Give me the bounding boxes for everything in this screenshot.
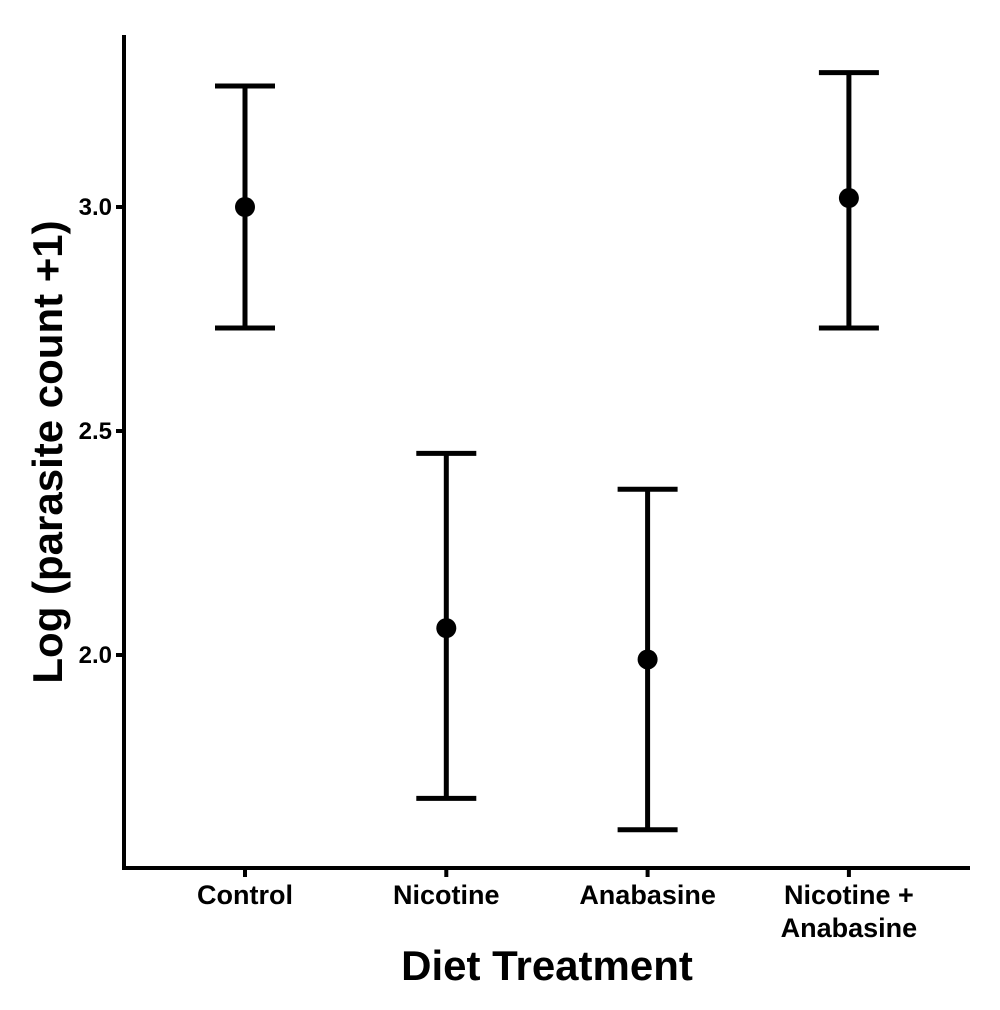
- mean-point: [637, 649, 658, 670]
- mean-point: [436, 618, 457, 639]
- x-tick-label: Control: [197, 880, 293, 910]
- y-tick-label: 2.5: [79, 418, 112, 445]
- x-tick-label: Nicotine +: [784, 880, 914, 910]
- mean-point: [838, 188, 859, 209]
- mean-point: [235, 197, 255, 217]
- x-tick-label: Nicotine: [393, 880, 500, 910]
- x-tick-label: Anabasine: [579, 880, 716, 910]
- y-tick-label: 3.0: [79, 194, 112, 221]
- y-tick-label: 2.0: [79, 642, 112, 669]
- x-axis-title: Diet Treatment: [401, 942, 693, 989]
- y-axis-title: Log (parasite count +1): [24, 220, 71, 683]
- x-tick-label: Anabasine: [781, 913, 918, 943]
